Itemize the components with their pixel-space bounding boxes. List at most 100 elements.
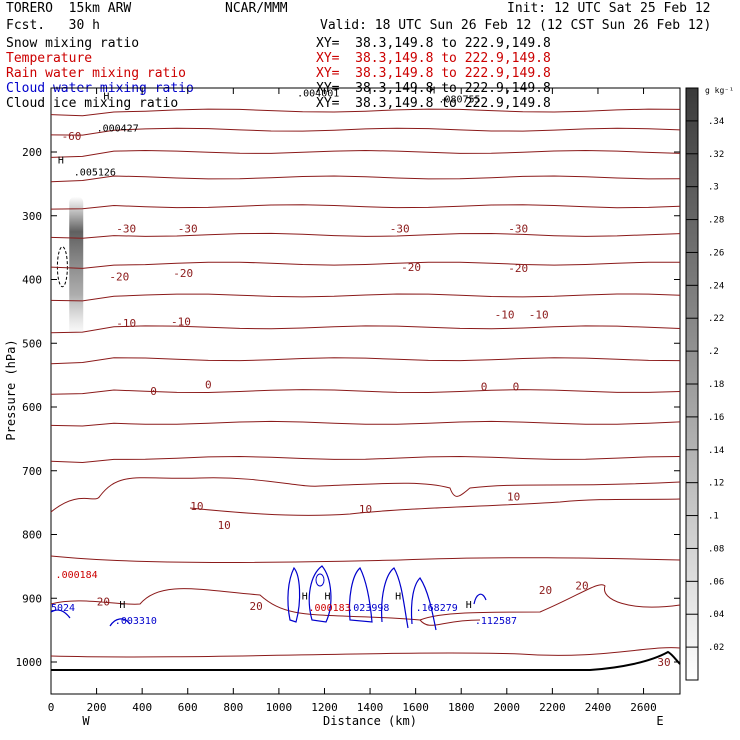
colorbar-tick-label: .3 bbox=[708, 183, 719, 193]
colorbar-tick-label: .26 bbox=[708, 248, 724, 258]
plot-frame bbox=[50, 87, 681, 695]
isotherm-label: -30 bbox=[116, 223, 136, 236]
x-tick-label: 1600 bbox=[402, 701, 429, 714]
extremum-label: .168279 bbox=[416, 603, 458, 614]
isotherm-line bbox=[50, 325, 681, 334]
high-marker: H bbox=[119, 600, 125, 611]
high-marker: H bbox=[324, 592, 330, 603]
init-time: Init: 12 UTC Sat 25 Feb 12 bbox=[507, 1, 711, 16]
isotherm-line bbox=[50, 293, 681, 302]
extremum-label: .000183 bbox=[309, 603, 351, 614]
x-tick-label: 1800 bbox=[448, 701, 475, 714]
isotherm-label: 10 bbox=[507, 490, 520, 503]
isotherm-label: -60 bbox=[62, 130, 82, 143]
cloud-water-contour bbox=[50, 609, 71, 619]
isotherm-label: -30 bbox=[390, 223, 410, 236]
field-label-rain: Rain water mixing ratio bbox=[6, 66, 187, 81]
colorbar-tick-label: .04 bbox=[708, 610, 724, 620]
field-label-cloud-water: Cloud water mixing ratio bbox=[6, 81, 194, 96]
x-tick-label: 400 bbox=[132, 701, 152, 714]
colorbar-tick-label: .2 bbox=[708, 347, 719, 357]
field-label-temperature: Temperature bbox=[6, 51, 93, 66]
isotherm-label: -20 bbox=[401, 261, 421, 274]
isotherm-line bbox=[50, 261, 680, 269]
colorbar-tick-label: .02 bbox=[708, 643, 724, 653]
isotherm-line bbox=[50, 555, 681, 563]
colorbar-tick-label: .18 bbox=[708, 380, 724, 390]
y-tick-label: 200 bbox=[22, 146, 42, 159]
east-end-label: E bbox=[656, 714, 663, 728]
isotherm-label: 20 bbox=[249, 600, 262, 613]
y-tick-label: 600 bbox=[22, 401, 42, 414]
isotherm-label: 0 bbox=[205, 379, 212, 392]
west-end-label: W bbox=[82, 714, 90, 728]
x-tick-label: 2000 bbox=[494, 701, 521, 714]
cloud-water-contour bbox=[287, 566, 301, 623]
high-marker: H bbox=[429, 85, 435, 96]
isotherm-label: 10 bbox=[359, 503, 372, 516]
y-tick-label: 400 bbox=[22, 274, 42, 287]
colorbar-tick-label: .34 bbox=[708, 117, 724, 127]
colorbar-tick-label: .22 bbox=[708, 314, 724, 324]
isotherm-label: 20 bbox=[575, 580, 588, 593]
x-tick-label: 2600 bbox=[630, 701, 657, 714]
colorbar-tick-label: .12 bbox=[708, 479, 724, 489]
field-xy-cloud-ice: XY= 38.3,149.8 to 222.9,149.8 bbox=[316, 96, 551, 111]
isotherm-line bbox=[50, 108, 681, 117]
isotherm-line bbox=[50, 647, 681, 658]
isotherm-line bbox=[50, 357, 681, 365]
isotherm-label: 0 bbox=[150, 385, 157, 398]
isotherm-label: -20 bbox=[508, 262, 528, 275]
colorbar-tick-label: .28 bbox=[708, 216, 724, 226]
isotherm-label: 10 bbox=[218, 519, 231, 532]
snow-contour bbox=[56, 246, 68, 288]
colorbar-tick-label: .14 bbox=[708, 446, 724, 456]
x-tick-label: 800 bbox=[223, 701, 243, 714]
field-label-snow: Snow mixing ratio bbox=[6, 36, 140, 51]
isotherm-line bbox=[419, 584, 681, 621]
y-tick-label: 800 bbox=[22, 529, 42, 542]
isotherm-label: -20 bbox=[109, 270, 129, 283]
isotherm-line bbox=[50, 127, 681, 136]
x-tick-label: 1000 bbox=[266, 701, 293, 714]
x-tick-label: 1200 bbox=[311, 701, 338, 714]
x-tick-label: 1400 bbox=[357, 701, 384, 714]
forecast-hour: Fcst. 30 h bbox=[6, 18, 100, 33]
isotherm-line bbox=[50, 175, 681, 183]
field-label-cloud-ice: Cloud ice mixing ratio bbox=[6, 96, 179, 111]
field-xy-rain: XY= 38.3,149.8 to 222.9,149.8 bbox=[316, 66, 551, 81]
isotherm-label: 30 bbox=[657, 656, 670, 669]
cloud-water-contour bbox=[410, 577, 437, 631]
isotherm-label: -20 bbox=[173, 267, 193, 280]
isotherm-label: 0 bbox=[513, 381, 520, 394]
isotherm-label: -10 bbox=[171, 316, 191, 329]
model-title: TORERO 15km ARW bbox=[6, 1, 132, 16]
org-label: NCAR/MMM bbox=[225, 1, 288, 16]
extremum-label: .005126 bbox=[74, 168, 116, 179]
extremum-label: .000427 bbox=[97, 124, 139, 135]
x-axis-label: Distance (km) bbox=[323, 714, 417, 728]
extremum-label: .080755 bbox=[438, 94, 480, 105]
y-tick-label: 700 bbox=[22, 465, 42, 478]
y-tick-label: 300 bbox=[22, 210, 42, 223]
cloud-water-contour bbox=[308, 565, 332, 623]
isotherm-line bbox=[50, 149, 681, 158]
cloud-water-contour bbox=[348, 567, 373, 623]
isotherm-label: 20 bbox=[539, 584, 552, 597]
isotherm-line bbox=[50, 420, 681, 427]
extremum-label: .112587 bbox=[475, 616, 517, 627]
extremum-label: .000184 bbox=[56, 570, 98, 581]
colorbar-tick-label: .08 bbox=[708, 544, 724, 554]
isotherm-label: -10 bbox=[116, 317, 136, 330]
isotherm-line bbox=[50, 232, 681, 239]
y-tick-label: 900 bbox=[22, 592, 42, 605]
high-marker: H bbox=[302, 592, 308, 603]
x-tick-label: 200 bbox=[87, 701, 107, 714]
field-xy-temperature: XY= 38.3,149.8 to 222.9,149.8 bbox=[316, 51, 551, 66]
y-tick-label: 1000 bbox=[16, 656, 43, 669]
isotherm-label: 0 bbox=[481, 381, 488, 394]
colorbar-tick-label: .1 bbox=[708, 512, 719, 522]
x-tick-label: 2200 bbox=[539, 701, 566, 714]
isotherm-label: -30 bbox=[508, 223, 528, 236]
